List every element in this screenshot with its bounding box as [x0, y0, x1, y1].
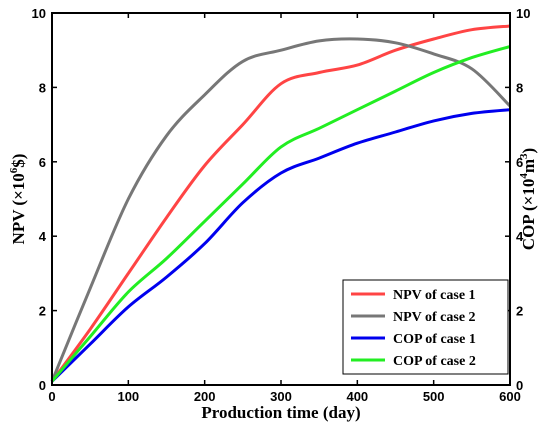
- y-left-title-suffix: $): [9, 154, 28, 168]
- y-right-tick-label: 2: [516, 304, 523, 319]
- y-right-title-sup2: 3: [518, 153, 530, 159]
- y-right-axis-title: COP (×104m3): [518, 148, 538, 250]
- x-tick-label: 100: [117, 389, 139, 404]
- series-line-4: [50, 45, 511, 383]
- series-layer: [50, 24, 512, 383]
- legend: NPV of case 1 NPV of case 2 COP of case 1 C…: [342, 279, 509, 375]
- y-left-tick-label: 6: [39, 155, 46, 170]
- legend-box: [342, 279, 509, 375]
- y-left-axis-title: NPV (×106$): [8, 154, 28, 245]
- x-tick-label: 0: [48, 389, 55, 404]
- x-tick-label: 400: [346, 389, 368, 404]
- x-tick-label: 200: [194, 389, 216, 404]
- y-left-tick-label: 10: [32, 6, 46, 21]
- y-left-tick-label: 2: [39, 304, 46, 319]
- x-tick-label: 600: [499, 389, 521, 404]
- y-right-title-prefix: COP (×10: [519, 179, 538, 251]
- legend-label-3: COP of case 1: [393, 332, 476, 347]
- y-right-title-suffix: ): [519, 148, 538, 154]
- series-line-3: [50, 108, 511, 383]
- y-right-title-mid: m: [519, 159, 538, 173]
- series-line-2: [50, 37, 512, 382]
- legend-label-4: COP of case 2: [393, 354, 476, 369]
- y-right-tick-label: 8: [516, 80, 523, 95]
- y-right-tick-label: 0: [516, 378, 523, 393]
- x-axis-title: Production time (day): [201, 403, 360, 422]
- y-right-tick-label: 4: [516, 229, 524, 244]
- y-right-tick-label: 10: [516, 6, 530, 21]
- y-left-tick-label: 8: [39, 80, 46, 95]
- y-left-tick-label: 0: [39, 378, 46, 393]
- y-left-title-prefix: NPV (×10: [9, 173, 28, 244]
- legend-label-2: NPV of case 2: [393, 310, 476, 325]
- y-left-tick-label: 4: [39, 229, 47, 244]
- x-tick-label: 500: [423, 389, 445, 404]
- y-right-title-sup: 4: [518, 173, 530, 179]
- y-left-title-sup: 6: [8, 167, 20, 173]
- y-right-tick-label: 6: [516, 155, 523, 170]
- legend-label-1: NPV of case 1: [393, 288, 476, 303]
- x-tick-label: 300: [270, 389, 292, 404]
- series-line-1: [50, 24, 511, 383]
